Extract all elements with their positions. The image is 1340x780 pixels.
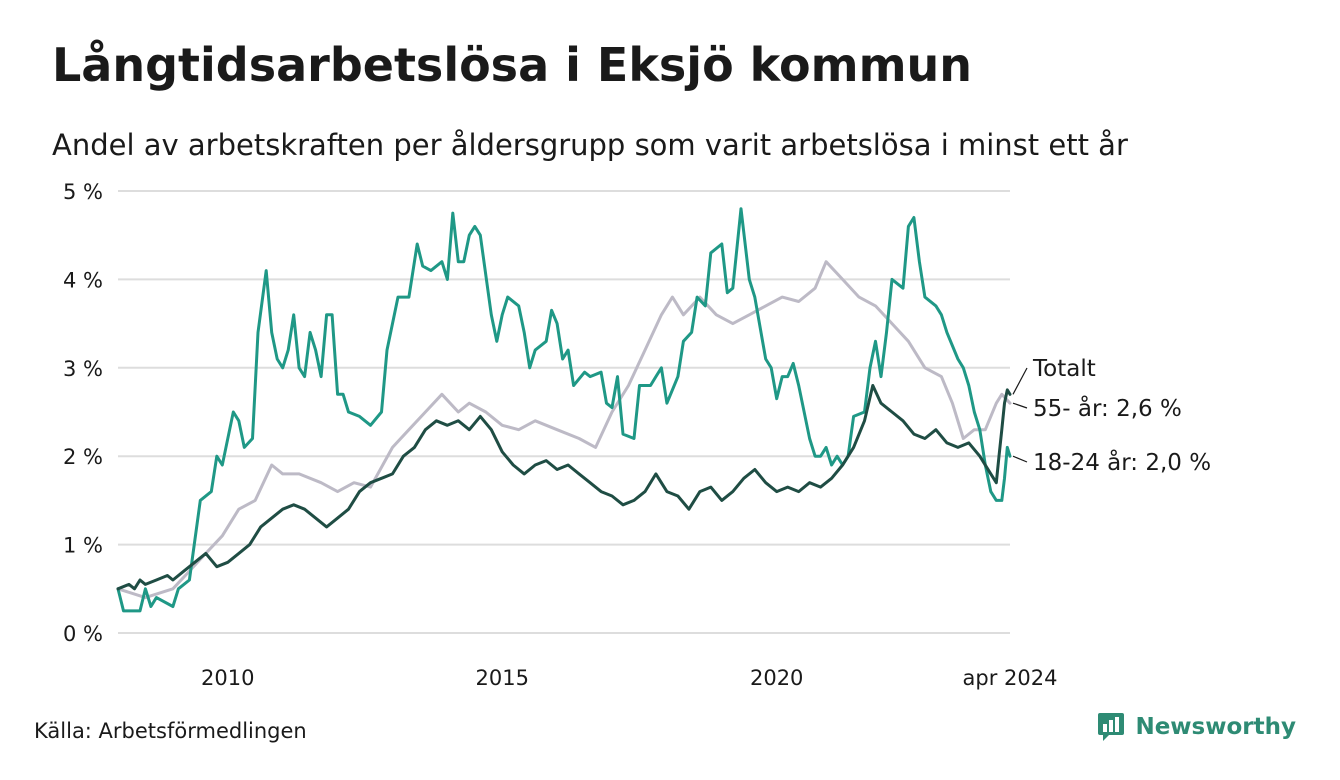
y-tick-label: 4 % bbox=[63, 268, 103, 292]
brand-name: Newsworthy bbox=[1135, 714, 1296, 740]
y-tick-label: 5 % bbox=[63, 180, 103, 204]
end-label-connector bbox=[1012, 367, 1028, 395]
chart-title: Långtidsarbetslösa i Eksjö kommun bbox=[52, 38, 972, 92]
series-line-55-r bbox=[116, 260, 1012, 600]
series-line-totalt bbox=[116, 384, 1012, 591]
chart-subtitle: Andel av arbetskraften per åldersgrupp s… bbox=[52, 128, 1128, 162]
end-label-55-r: 55- år: 2,6 % bbox=[1033, 394, 1182, 422]
grid-lines bbox=[118, 190, 1010, 634]
end-label-connector bbox=[1012, 402, 1028, 409]
y-tick-label: 1 % bbox=[63, 534, 103, 558]
series-lines bbox=[116, 207, 1012, 613]
end-label-18-24-r: 18-24 år: 2,0 % bbox=[1033, 448, 1211, 476]
y-axis-ticks: 0 % 1 % 2 % 3 % 4 % 5 % bbox=[63, 180, 103, 646]
newsworthy-logo-icon bbox=[1098, 713, 1125, 741]
end-label-connector bbox=[1012, 455, 1028, 463]
end-labels: 55- år: 2,6 % 18-24 år: 2,0 % Totalt bbox=[1012, 356, 1211, 476]
y-tick-label: 3 % bbox=[63, 357, 103, 381]
x-tick-label: 2015 bbox=[476, 666, 529, 690]
x-tick-label: apr 2024 bbox=[963, 666, 1058, 690]
line-chart: 0 %1 %2 %3 %4 %5 % 2010 2015 2020 apr 2024 … bbox=[63, 180, 1211, 690]
x-tick-label: 2010 bbox=[201, 666, 254, 690]
source-note: Källa: Arbetsförmedlingen bbox=[34, 719, 307, 743]
brand-logo: Newsworthy bbox=[1097, 712, 1296, 742]
y-tick-label: 0 % bbox=[63, 622, 103, 646]
y-tick-label: 2 % bbox=[63, 445, 103, 469]
end-label-totalt: Totalt bbox=[1032, 356, 1096, 382]
x-tick-label: 2020 bbox=[750, 666, 803, 690]
x-axis-ticks: 2010 2015 2020 apr 2024 bbox=[201, 666, 1057, 690]
series-line-18-24-r bbox=[116, 207, 1012, 613]
